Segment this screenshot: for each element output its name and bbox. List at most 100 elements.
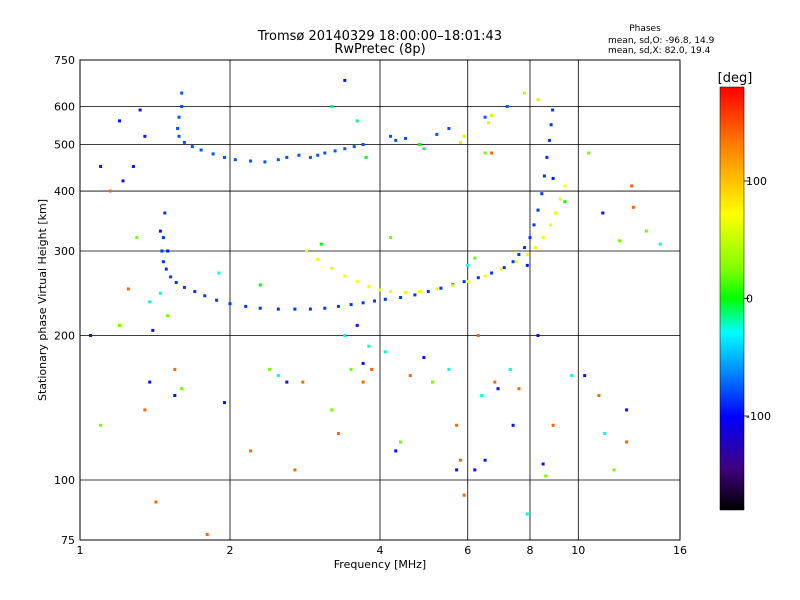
data-point (180, 91, 184, 95)
data-point (536, 98, 540, 102)
colorbar-tick-label: 0 (746, 293, 753, 306)
data-point (540, 192, 544, 196)
data-point (486, 121, 490, 125)
data-point (389, 290, 393, 293)
data-point (625, 440, 629, 444)
data-point (404, 290, 407, 294)
data-point (333, 149, 337, 153)
data-point (293, 307, 297, 311)
data-point (126, 287, 130, 291)
colorbar-ticks: 100 0 -100 (744, 175, 771, 423)
data-point (644, 229, 648, 233)
data-point (511, 260, 515, 264)
data-point (367, 344, 371, 348)
data-point (223, 155, 226, 159)
data-point (276, 374, 280, 378)
data-point (361, 380, 365, 384)
data-point (542, 174, 546, 178)
data-point (554, 211, 557, 215)
data-point (330, 105, 334, 108)
data-point (547, 138, 551, 142)
y-tick-label: 600 (54, 101, 75, 114)
data-point (193, 290, 197, 293)
colorbar-tick-label: 100 (746, 175, 767, 188)
data-point (394, 138, 398, 142)
data-point (373, 299, 376, 303)
x-axis-label: Frequency [MHz] (334, 558, 426, 571)
data-point (473, 256, 477, 260)
data-point (483, 274, 487, 278)
data-point (118, 323, 121, 327)
data-point (336, 304, 340, 308)
data-point (154, 500, 158, 504)
data-point (511, 423, 515, 427)
data-point (99, 165, 103, 168)
data-point (89, 334, 93, 337)
data-point (244, 304, 248, 308)
y-tick-label: 500 (54, 139, 75, 152)
data-point (223, 401, 226, 405)
data-point (364, 155, 368, 159)
data-point (361, 361, 365, 365)
data-point (355, 323, 359, 327)
stats-heading: Phases (629, 24, 661, 34)
data-point (355, 280, 359, 284)
data-point (563, 184, 567, 188)
data-point (597, 394, 601, 397)
data-point (263, 160, 267, 164)
data-point (447, 127, 451, 130)
data-point (525, 253, 529, 256)
y-tick-labels: 75 100 200 300 400 500 600 750 (54, 54, 75, 547)
data-point (305, 249, 309, 253)
data-point (399, 296, 403, 299)
data-point (160, 249, 164, 253)
data-point (532, 223, 536, 227)
data-point (451, 284, 455, 288)
data-point (343, 147, 347, 151)
data-point (276, 307, 280, 311)
data-point (499, 267, 503, 271)
data-point (517, 253, 521, 256)
data-point (308, 155, 312, 159)
data-point (176, 127, 180, 130)
data-point (551, 423, 555, 427)
data-point (435, 287, 439, 291)
data-point (558, 197, 562, 201)
data-point (190, 145, 194, 149)
data-point (545, 155, 549, 159)
data-point (483, 115, 487, 119)
data-point (268, 367, 271, 371)
data-point (563, 200, 567, 204)
data-point (177, 115, 181, 119)
data-point (508, 367, 512, 371)
data-point (426, 290, 430, 293)
data-point (174, 281, 178, 284)
data-point (143, 408, 147, 412)
data-point (293, 468, 297, 472)
data-point (422, 356, 426, 359)
data-point (435, 132, 439, 136)
data-point (285, 380, 289, 384)
data-point (587, 151, 591, 155)
data-point (319, 242, 323, 246)
data-point (544, 474, 548, 478)
data-point (389, 236, 393, 240)
data-point (422, 147, 426, 151)
data-point (378, 288, 382, 292)
data-point (182, 285, 186, 289)
data-point (413, 293, 417, 297)
colorbar-tick-label: -100 (746, 410, 771, 423)
data-point (180, 387, 184, 391)
x-tick-label: 8 (527, 544, 534, 557)
x-tick-label: 6 (464, 544, 471, 557)
data-point (199, 148, 203, 152)
data-point (447, 367, 451, 371)
data-point (330, 266, 334, 270)
data-point (343, 78, 347, 82)
data-point (418, 290, 421, 293)
data-point (514, 260, 518, 264)
data-point (177, 134, 181, 138)
chart-title: Tromsø 20140329 18:00:00–18:01:43 (257, 29, 502, 44)
data-point (462, 134, 466, 138)
data-point (625, 408, 629, 412)
